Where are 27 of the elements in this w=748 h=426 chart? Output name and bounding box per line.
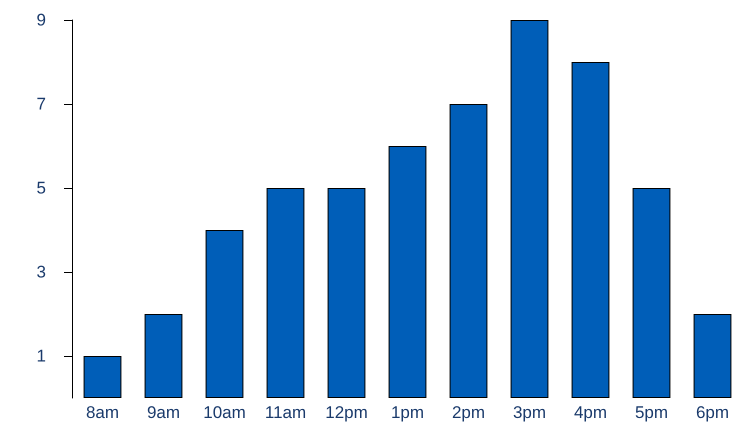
x-tick-label: 12pm [325,403,368,422]
bar [572,62,610,398]
y-tick-label: 3 [36,262,46,282]
x-tick-label: 8am [86,403,120,422]
bar [84,356,122,398]
bar [510,20,548,398]
bar [206,230,244,398]
x-tick-label: 6pm [696,403,730,422]
x-tick-label: 3pm [512,403,546,422]
x-tick-label: 1pm [390,403,424,422]
bar [450,104,488,398]
bar [328,188,366,398]
y-tick-label: 1 [36,346,46,366]
bar [266,188,304,398]
x-tick-label: 4pm [574,403,608,422]
y-tick-label: 9 [36,10,46,30]
x-tick-label: 5pm [634,403,668,422]
bar [388,146,426,398]
y-tick-label: 5 [36,178,46,198]
bar [632,188,670,398]
x-tick-label: 11am [264,403,306,422]
y-tick-label: 7 [36,94,46,114]
x-tick-label: 2pm [452,403,486,422]
x-tick-label: 10am [203,403,246,422]
bar [694,314,732,398]
x-tick-label: 9am [146,403,180,422]
bar [144,314,182,398]
